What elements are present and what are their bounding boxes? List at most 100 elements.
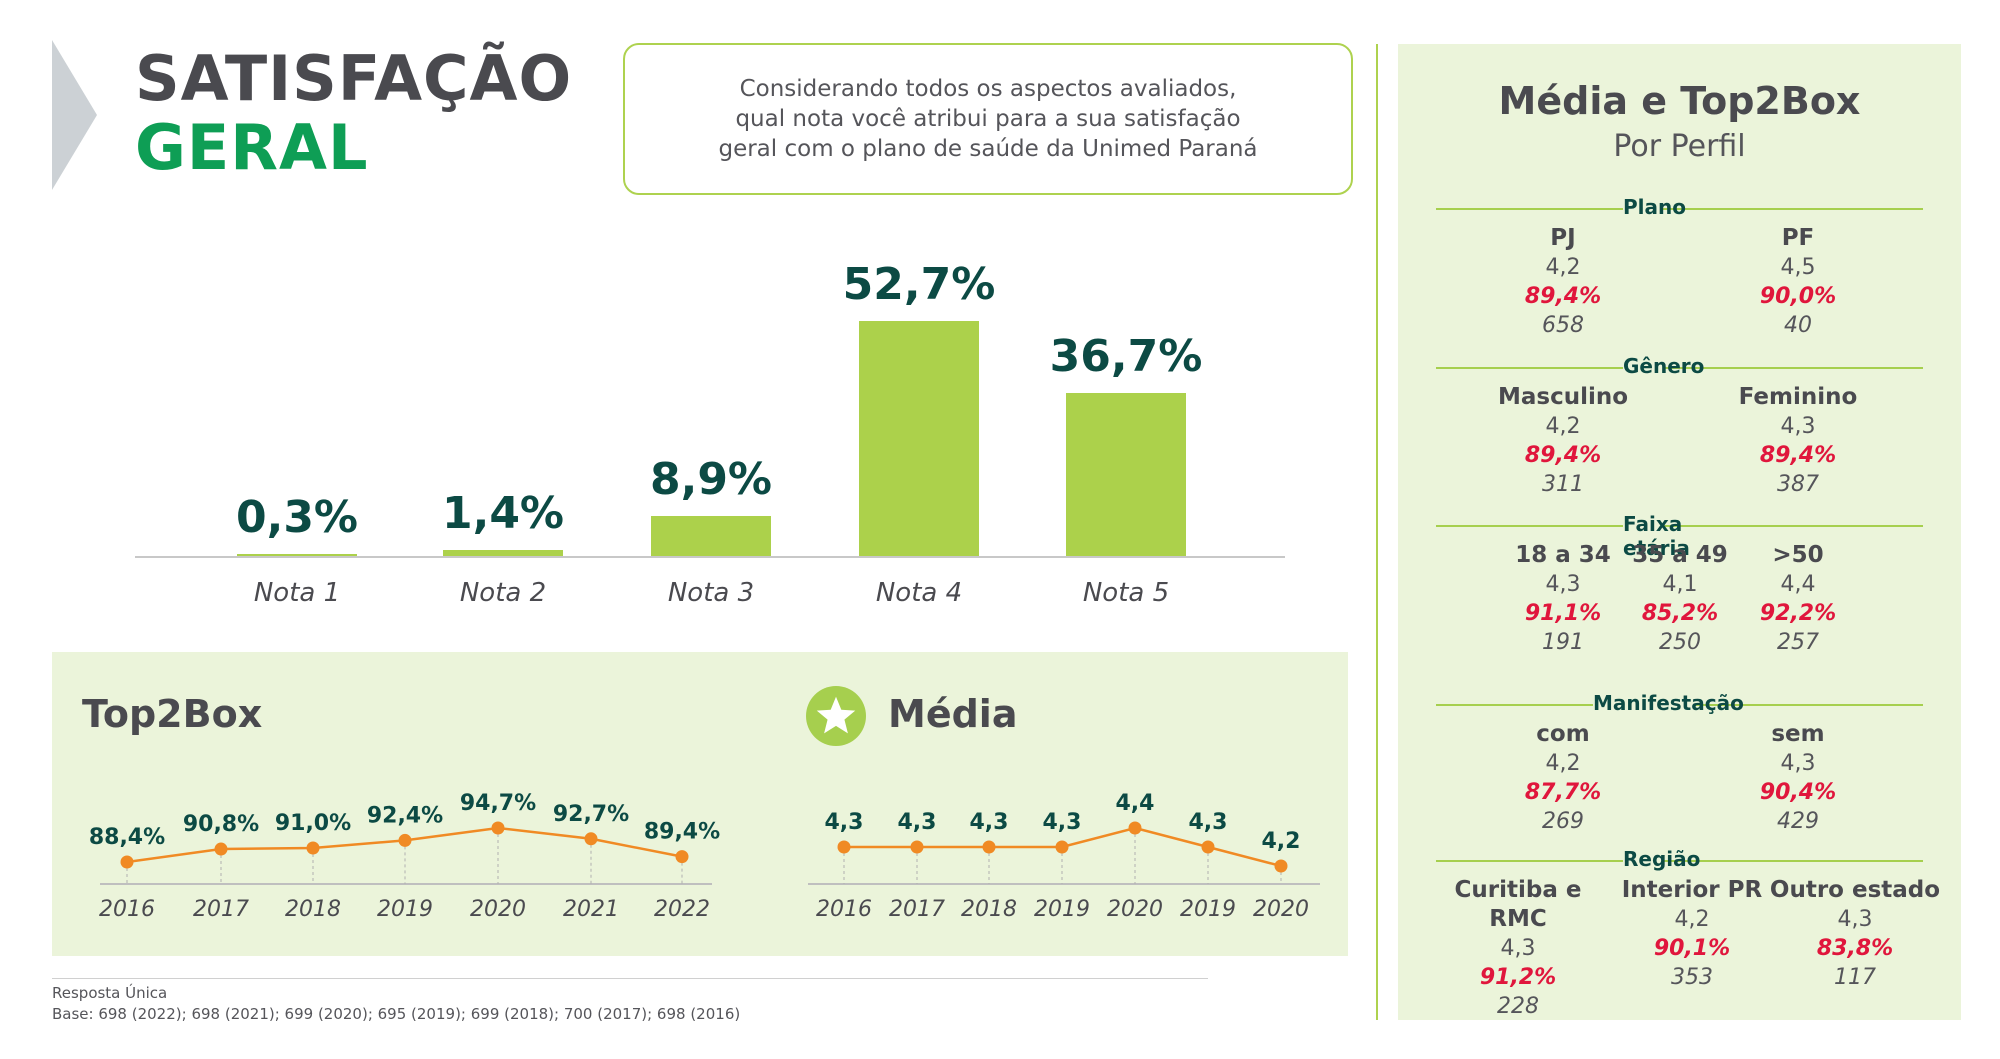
bar-value-label: 36,7%	[1049, 330, 1203, 382]
profile-cell-base: 311	[1542, 472, 1584, 497]
question-box: Considerando todos os aspectos avaliados…	[623, 43, 1353, 195]
profile-cell-name: >50	[1772, 542, 1824, 568]
data-point	[1201, 840, 1215, 854]
data-label: 4,3	[970, 810, 1009, 835]
profile-cell: Masculino 4,2 89,4% 311	[1468, 383, 1658, 499]
profile-cell-base: 257	[1777, 630, 1819, 655]
profile-cell-base: 429	[1777, 809, 1819, 834]
profile-cell-name: Outro estado	[1769, 877, 1941, 903]
top2box-line-chart: 88,4% 2016 90,8% 2017 91,0% 2018 92,4% 2019 94,7…	[89, 791, 720, 922]
profile-cell-top2box: 87,7%	[1524, 780, 1602, 805]
profile-cell-top2box: 83,8%	[1816, 936, 1894, 961]
profile-cell: Interior PR 4,2 90,1% 353	[1597, 876, 1787, 992]
data-point	[214, 842, 228, 856]
profile-subtitle: Por Perfil	[1613, 129, 1746, 164]
profile-cell-media: 4,3	[1545, 572, 1581, 597]
bar-4	[859, 321, 979, 556]
data-point	[910, 840, 924, 854]
trend-panel	[52, 652, 1348, 956]
x-tick-label: 2020	[470, 897, 526, 922]
bar-category-label: Nota 4	[875, 578, 963, 608]
data-label: 4,3	[1043, 810, 1082, 835]
data-point	[584, 832, 598, 846]
data-point	[306, 841, 320, 855]
section-rule	[1663, 860, 1923, 862]
section-label: Manifestação	[1593, 691, 1744, 715]
section-label: Região	[1623, 847, 1701, 871]
profile-cell-name: Interior PR	[1621, 877, 1763, 903]
bar-value-label: 1,4%	[441, 487, 565, 539]
star-icon	[806, 686, 866, 746]
data-point	[398, 833, 412, 847]
bar-value-label: 0,3%	[235, 492, 359, 543]
bar-category-label: Nota 1	[253, 578, 341, 608]
data-label: 4,3	[898, 810, 937, 835]
profile-cell-base: 269	[1542, 809, 1584, 834]
section-rule	[1663, 367, 1923, 369]
x-tick-label: 2016	[99, 897, 155, 922]
section-rule	[1693, 704, 1923, 706]
bar-value-label: 52,7%	[842, 259, 996, 311]
section-label: Plano	[1623, 195, 1686, 219]
profile-cell-name: PJ	[1550, 225, 1576, 251]
data-point	[120, 855, 134, 869]
profile-cell-base: 250	[1659, 630, 1701, 655]
profile-cell-base: 191	[1542, 630, 1584, 655]
data-label: 92,7%	[553, 802, 629, 827]
profile-cell: 35 a 49 4,1 85,2% 250	[1585, 541, 1775, 657]
section-rule	[1436, 860, 1623, 862]
profile-cell-top2box: 91,1%	[1524, 601, 1602, 626]
profile-cell-top2box: 90,4%	[1759, 780, 1837, 805]
profile-cell-media: 4,2	[1545, 751, 1581, 776]
x-tick-label: 2019	[377, 897, 433, 922]
profile-cell-media: 4,3	[1780, 751, 1816, 776]
profile-cell-name: 18 a 34	[1515, 542, 1611, 568]
data-label: 89,4%	[644, 820, 720, 845]
page-title-line1: SATISFAÇÃO	[135, 42, 573, 115]
bar-2	[443, 549, 563, 556]
data-point	[1274, 859, 1288, 873]
profile-cell-top2box: 91,2%	[1479, 965, 1557, 990]
data-point	[675, 850, 689, 864]
bar-category-label: Nota 3	[667, 578, 755, 608]
profile-cell-media: 4,1	[1662, 572, 1698, 597]
bar-value-label: 8,9%	[649, 454, 773, 506]
profile-cell-top2box: 92,2%	[1759, 601, 1837, 626]
data-point	[982, 840, 996, 854]
data-point	[1055, 840, 1069, 854]
profile-cell-name: Feminino	[1738, 384, 1858, 410]
profile-cell: com 4,2 87,7% 269	[1468, 720, 1658, 836]
x-tick-label: 2019	[1180, 897, 1236, 922]
profile-cell: PJ 4,2 89,4% 658	[1468, 224, 1658, 340]
data-label: 94,7%	[460, 791, 536, 816]
profile-cell: Feminino 4,3 89,4% 387	[1703, 383, 1893, 499]
x-tick-label: 2018	[961, 897, 1017, 922]
data-label: 4,4	[1116, 791, 1155, 816]
section-rule	[1663, 208, 1923, 210]
profile-cell-name: Curitiba e RMC	[1454, 877, 1582, 932]
x-tick-label: 2021	[563, 897, 619, 922]
data-label: 90,8%	[183, 812, 259, 837]
profile-cell-name: Masculino	[1497, 384, 1629, 410]
profile-cell-top2box: 85,2%	[1641, 601, 1719, 626]
section-rule	[1663, 525, 1923, 527]
footnote-divider	[52, 978, 1208, 979]
data-label: 4,3	[1189, 810, 1228, 835]
footnote-line1: Resposta Única	[52, 984, 168, 1002]
profile-cell-base: 658	[1542, 313, 1584, 338]
bar-category-label: Nota 2	[459, 578, 547, 608]
profile-cell-media: 4,5	[1780, 255, 1816, 280]
data-point	[491, 821, 505, 835]
x-tick-label: 2022	[654, 897, 710, 922]
bar-1	[237, 554, 357, 556]
profile-cell: Outro estado 4,3 83,8% 117	[1760, 876, 1950, 992]
x-tick-label: 2017	[193, 897, 249, 922]
footnote-line2: Base: 698 (2022); 698 (2021); 699 (2020)…	[52, 1005, 741, 1023]
profile-cell-base: 387	[1777, 472, 1819, 497]
section-rule	[1436, 208, 1623, 210]
profile-cell: Curitiba e RMC 4,3 91,2% 228	[1423, 876, 1613, 1021]
data-point	[837, 840, 851, 854]
section-label: Faixa etária	[1623, 512, 1690, 560]
data-label: 88,4%	[89, 825, 165, 850]
profile-cell-media: 4,3	[1780, 414, 1816, 439]
